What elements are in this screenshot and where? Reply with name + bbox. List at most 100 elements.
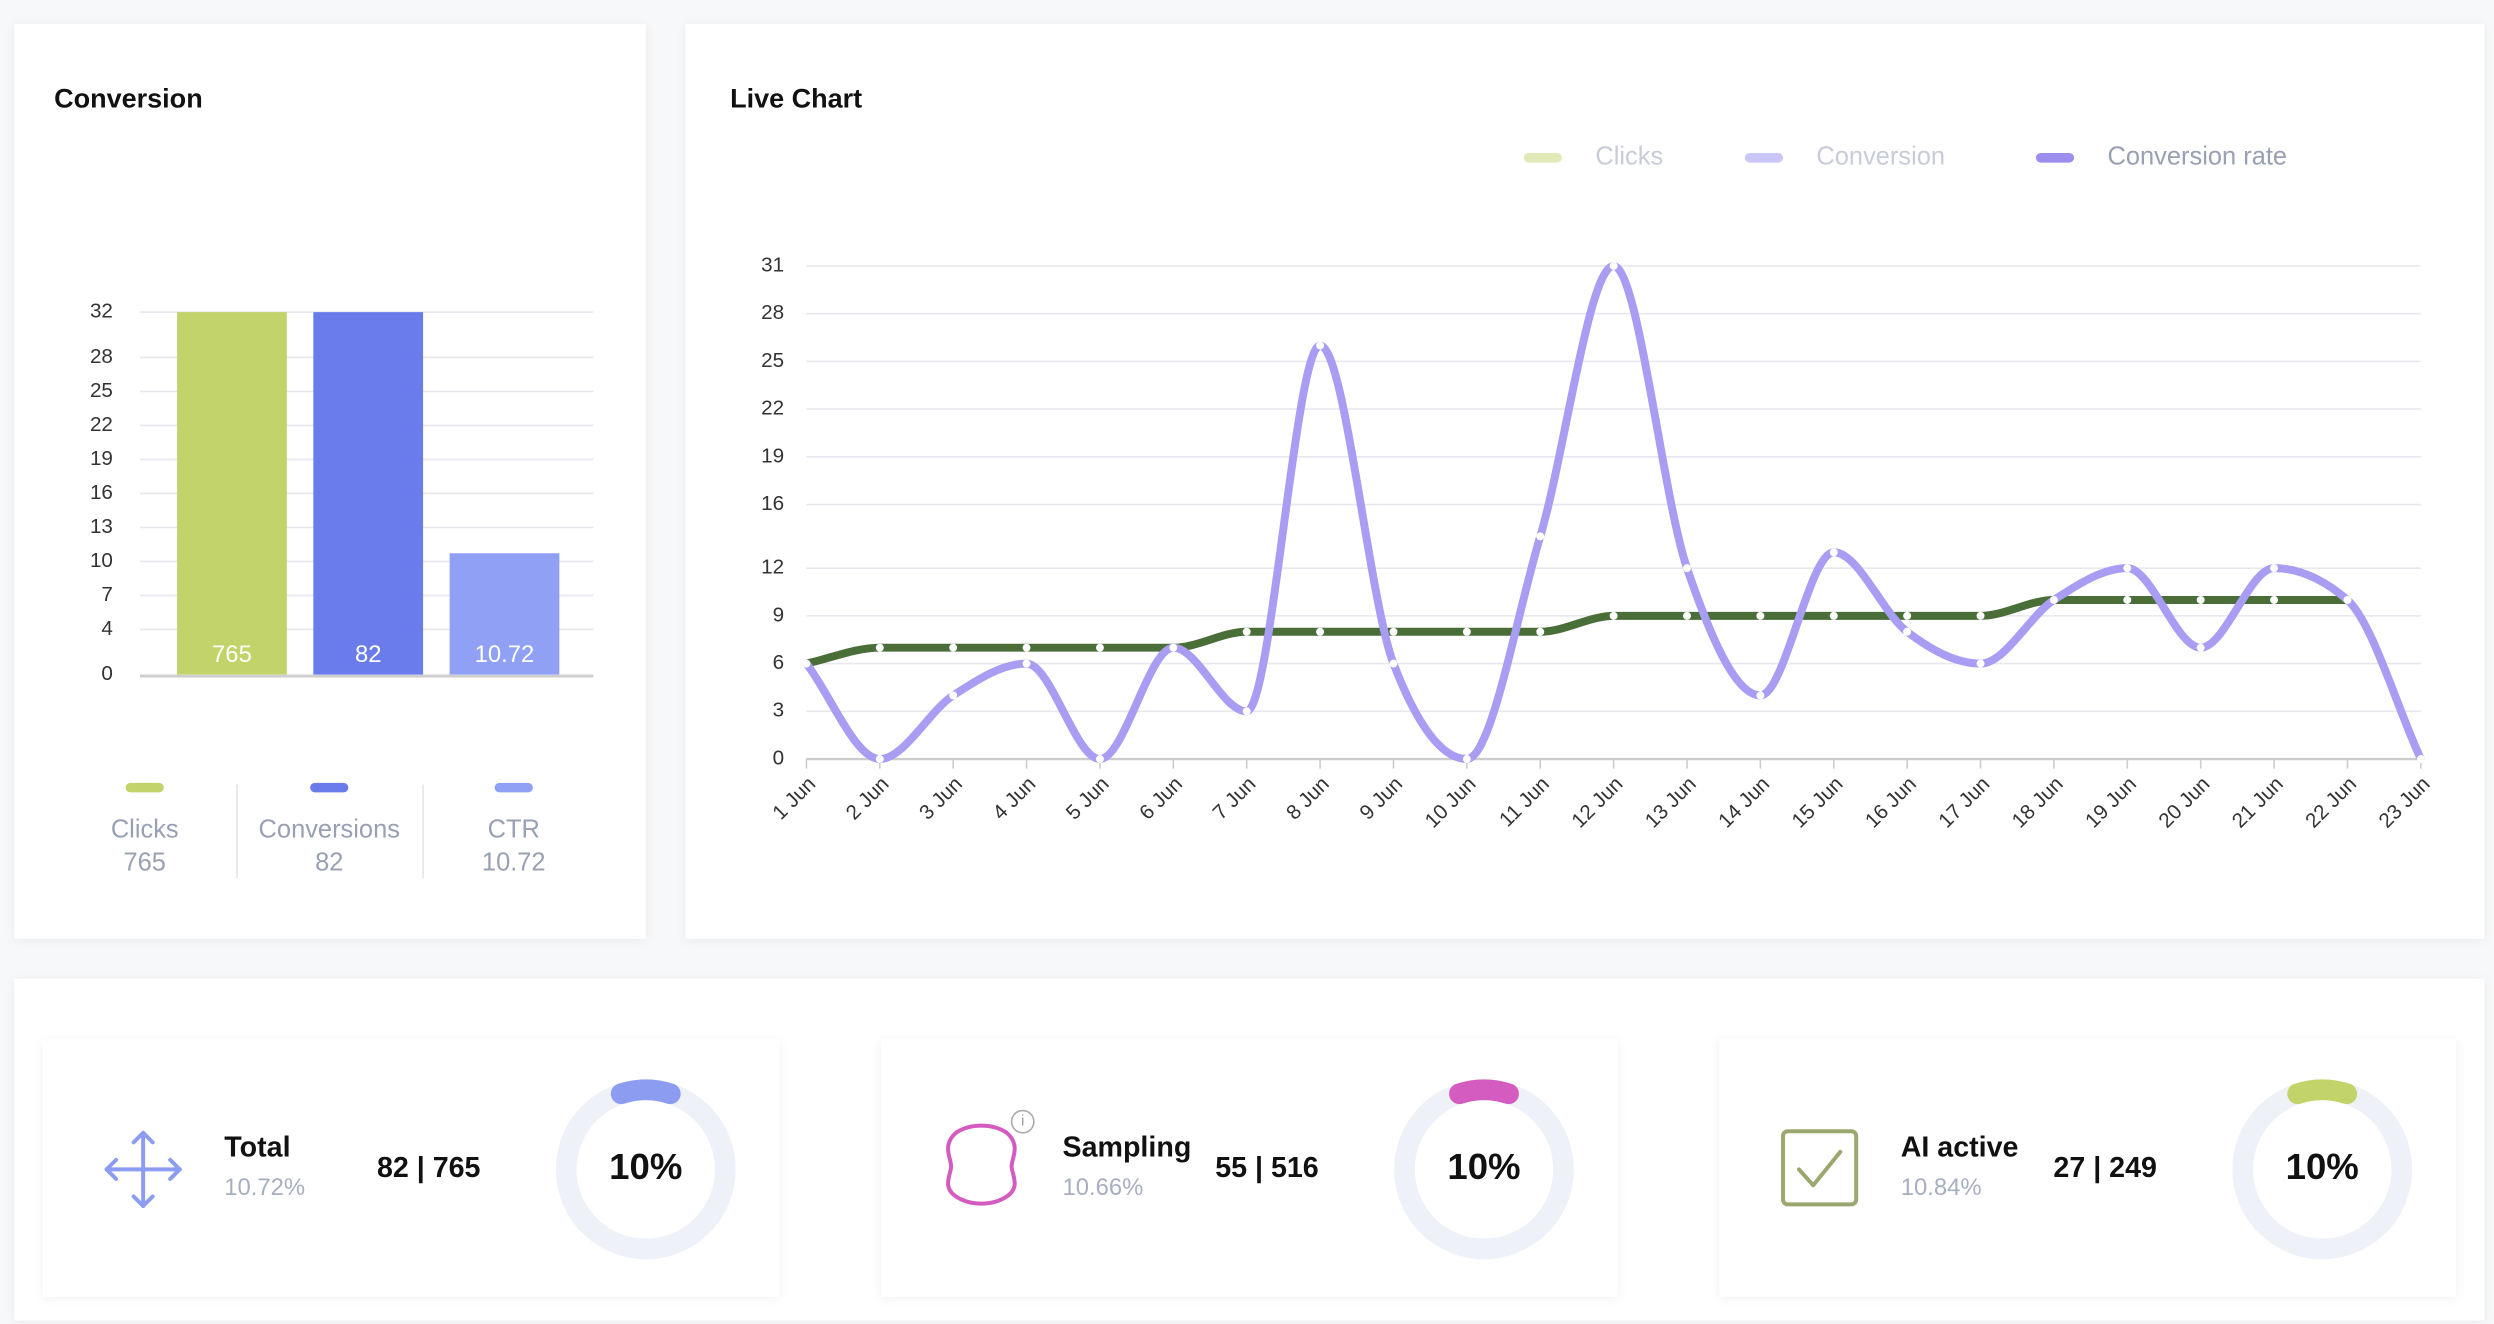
point	[1242, 627, 1251, 636]
legend-label: Clicks	[111, 815, 179, 843]
legend-label: Conversions	[259, 815, 400, 843]
y-tick-label: 13	[90, 515, 113, 538]
point	[1389, 659, 1398, 668]
point	[1903, 611, 1912, 620]
svg-text:i: i	[1021, 1113, 1024, 1129]
legend-marker	[310, 782, 349, 793]
legend-marker	[125, 782, 164, 793]
point	[1683, 564, 1691, 573]
y-tick-label: 7	[101, 583, 113, 606]
point	[1829, 611, 1838, 620]
y-tick-label: 3	[773, 699, 785, 722]
donut-arc	[2287, 1079, 2358, 1105]
stat-counts: 55 | 516	[1215, 1152, 1319, 1184]
point	[1829, 548, 1838, 557]
y-tick-label: 10	[90, 549, 113, 572]
point	[2270, 564, 2279, 573]
point	[802, 659, 811, 668]
y-tick-label: 9	[773, 603, 785, 626]
point	[1462, 627, 1471, 636]
point	[2196, 643, 2205, 652]
y-tick-label: 25	[761, 349, 784, 372]
legend-marker	[1744, 153, 1784, 163]
chart-title: Live Chart	[730, 84, 862, 114]
donut-label: 10%	[2286, 1146, 2359, 1187]
point	[1095, 643, 1104, 652]
stat-rate: 10.66%	[1062, 1174, 1143, 1201]
check-icon	[1781, 1129, 1859, 1207]
point	[1389, 627, 1398, 636]
donut-label: 10%	[609, 1146, 682, 1187]
point	[2416, 755, 2425, 764]
stat-label: AI active	[1901, 1131, 2019, 1163]
y-tick-label: 22	[90, 413, 113, 436]
y-tick-label: 4	[101, 617, 113, 640]
series-line	[802, 595, 2352, 668]
legend-label: Clicks	[1595, 143, 1663, 171]
data-label: 10.72	[475, 641, 535, 668]
y-tick-label: 19	[90, 447, 113, 470]
legend-value: 82	[315, 849, 343, 877]
point	[1976, 659, 1985, 668]
point	[2123, 564, 2132, 573]
point	[1462, 755, 1471, 764]
move-icon	[104, 1130, 182, 1208]
chart-title: Conversion	[54, 84, 203, 114]
stat-rate: 10.84%	[1901, 1174, 1982, 1201]
bar	[313, 312, 424, 675]
stat-counts: 27 | 249	[2053, 1152, 2157, 1184]
y-tick-label: 22	[761, 397, 784, 420]
legend-marker	[1523, 153, 1562, 163]
data-label: 82	[355, 641, 382, 668]
y-tick-label: 31	[761, 253, 784, 276]
point	[1536, 532, 1545, 541]
point	[1976, 611, 1985, 620]
y-tick-label: 19	[761, 444, 784, 467]
point	[1316, 341, 1325, 350]
point	[1022, 643, 1031, 652]
y-tick-label: 12	[761, 556, 784, 579]
stat-label: Sampling	[1062, 1131, 1191, 1163]
point	[1756, 611, 1765, 620]
y-tick-label: 25	[90, 379, 113, 402]
point	[1683, 611, 1691, 620]
legend-label: CTR	[488, 815, 540, 843]
point	[1756, 691, 1765, 700]
point	[875, 755, 884, 764]
y-tick-label: 16	[761, 492, 784, 515]
bar	[177, 312, 287, 675]
point	[1095, 755, 1104, 764]
point	[2343, 595, 2352, 604]
point	[949, 643, 958, 652]
y-tick-label: 16	[90, 481, 113, 504]
y-tick-label: 6	[773, 651, 785, 674]
legend-label: Conversion rate	[2107, 143, 2287, 171]
donut-arc	[610, 1079, 681, 1105]
sampling-icon: i	[946, 1109, 1035, 1206]
legend-label: Conversion	[1816, 143, 1945, 171]
point	[1609, 611, 1618, 620]
point	[1609, 261, 1618, 270]
point	[1022, 659, 1031, 668]
y-tick-label: 0	[101, 662, 113, 685]
y-tick-label: 0	[773, 746, 785, 769]
point	[875, 643, 884, 652]
point	[2270, 595, 2279, 604]
data-label: 765	[212, 641, 252, 668]
point	[1316, 627, 1325, 636]
stat-rate: 10.72%	[224, 1174, 305, 1201]
legend-value: 10.72	[482, 849, 546, 877]
point	[2123, 595, 2132, 604]
panel	[685, 24, 2485, 939]
legend-marker	[494, 782, 533, 793]
point	[1903, 627, 1912, 636]
point	[949, 691, 958, 700]
point	[2196, 595, 2205, 604]
point	[2049, 595, 2058, 604]
stat-label: Total	[224, 1131, 290, 1163]
bar	[449, 553, 560, 675]
legend-value: 765	[124, 849, 166, 877]
y-tick-label: 28	[90, 345, 113, 368]
